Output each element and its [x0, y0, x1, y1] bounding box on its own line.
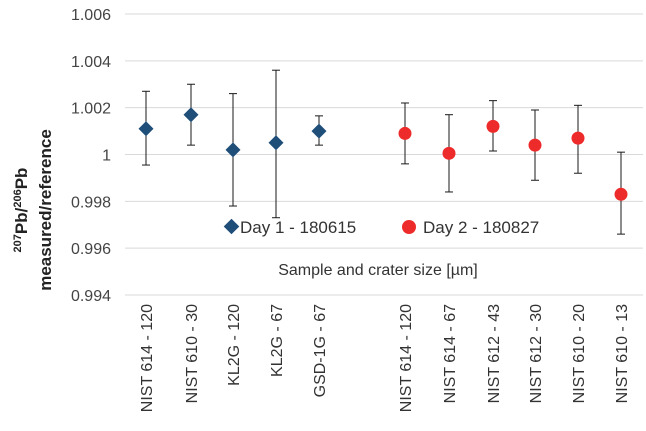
data-point-day1: [268, 135, 284, 151]
y-axis-title-sup1: 207: [12, 234, 24, 252]
data-point-day1: [225, 142, 241, 158]
data-point-day2: [571, 131, 585, 145]
data-point-day2: [442, 146, 456, 160]
gridlines: [125, 13, 643, 296]
y-axis-title-pb-mid: Pb/: [12, 207, 31, 234]
legend-label-day2: Day 2 - 180827: [423, 218, 539, 237]
x-tick-label: NIST 614 - 120: [398, 304, 415, 412]
y-tick-label: 0.996: [71, 241, 111, 258]
data-point-day2: [614, 187, 628, 201]
y-axis-title-pb-end: Pb: [12, 168, 31, 190]
data-point-day2: [398, 126, 412, 140]
x-tick-label: NIST 612 - 30: [528, 304, 545, 403]
x-tick-labels: NIST 614 - 120 NIST 610 - 30 KL2G - 120 KL2…: [139, 304, 631, 412]
x-tick-label: NIST 612 - 43: [486, 304, 503, 403]
y-tick-labels: 0.994 0.996 0.998 1 1.002 1.004 1.006: [71, 7, 111, 305]
y-tick-label: 1.004: [71, 54, 111, 71]
x-tick-label: NIST 614 - 67: [442, 304, 459, 403]
x-tick-label: GSD-1G - 67: [312, 304, 329, 397]
data-points: [138, 107, 628, 201]
x-axis-title: Sample and crater size [µm]: [278, 262, 478, 279]
data-point-day2: [486, 119, 500, 133]
y-axis-title-sup2: 206: [12, 189, 24, 207]
x-tick-label: NIST 614 - 120: [139, 304, 156, 412]
legend-marker-day2: [402, 220, 416, 234]
y-tick-label: 1.002: [71, 101, 111, 118]
data-point-day1: [138, 121, 154, 137]
data-point-day1: [311, 123, 327, 139]
x-tick-label: NIST 610 - 20: [571, 304, 588, 403]
x-tick-label: NIST 610 - 30: [184, 304, 201, 403]
data-point-day2: [528, 138, 542, 152]
x-tick-label: KL2G - 120: [226, 304, 243, 386]
y-tick-label: 1: [102, 148, 111, 165]
legend-marker-day1: [223, 218, 240, 235]
x-tick-label: KL2G - 67: [269, 304, 286, 377]
data-point-day1: [183, 107, 199, 123]
y-axis-title: 207Pb/206Pb measured/reference: [12, 129, 55, 291]
legend: Day 1 - 180615 Day 2 - 180827: [223, 218, 539, 237]
error-bars: [142, 69, 625, 235]
y-axis-title-line2: measured/reference: [36, 129, 55, 291]
svg-text:207Pb/206Pb: 207Pb/206Pb: [12, 168, 31, 253]
x-tick-label: NIST 610 - 13: [614, 304, 631, 403]
y-tick-label: 1.006: [71, 7, 111, 24]
legend-label-day1: Day 1 - 180615: [240, 218, 356, 237]
y-tick-label: 0.998: [71, 194, 111, 211]
y-tick-label: 0.994: [71, 288, 111, 305]
